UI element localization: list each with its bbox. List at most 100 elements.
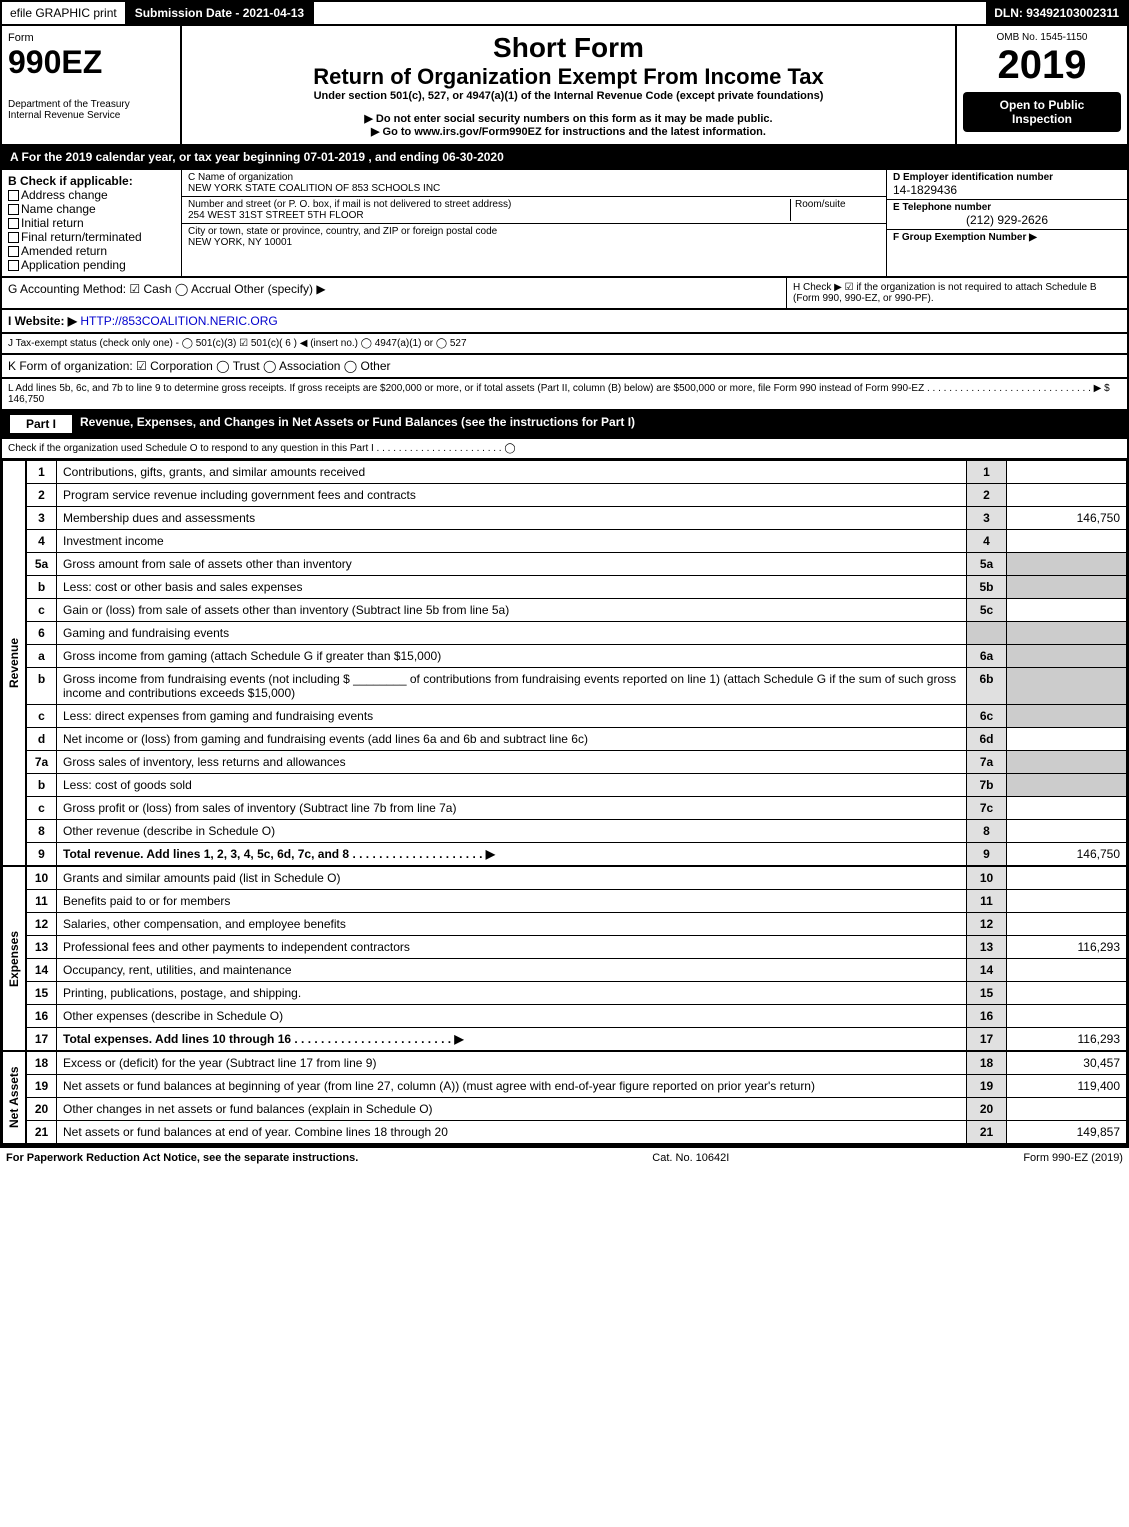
accounting-row: G Accounting Method: ☑ Cash ◯ Accrual Ot… xyxy=(0,278,1129,310)
section-e-label: E Telephone number xyxy=(893,202,1121,213)
footer-left: For Paperwork Reduction Act Notice, see … xyxy=(6,1152,358,1164)
section-d-label: D Employer identification number xyxy=(893,172,1121,183)
org-address: 254 WEST 31ST STREET 5TH FLOOR xyxy=(188,210,790,221)
line-6d: dNet income or (loss) from gaming and fu… xyxy=(27,728,1127,751)
line-i-label: I Website: ▶ xyxy=(8,314,77,328)
line-16: 16Other expenses (describe in Schedule O… xyxy=(27,1005,1127,1028)
gross-receipts-row: L Add lines 5b, 6c, and 7b to line 9 to … xyxy=(0,379,1129,411)
tax-year: 2019 xyxy=(963,43,1121,88)
line-4: 4Investment income4 xyxy=(27,530,1127,553)
part1-check-row: Check if the organization used Schedule … xyxy=(0,439,1129,460)
org-info-block: B Check if applicable: Address change Na… xyxy=(0,170,1129,278)
website-row: I Website: ▶ HTTP://853COALITION.NERIC.O… xyxy=(0,310,1129,334)
website-link[interactable]: HTTP://853COALITION.NERIC.ORG xyxy=(80,314,277,328)
page-footer: For Paperwork Reduction Act Notice, see … xyxy=(0,1146,1129,1168)
line-14: 14Occupancy, rent, utilities, and mainte… xyxy=(27,959,1127,982)
section-f-label: F Group Exemption Number ▶ xyxy=(893,232,1121,243)
footer-right: Form 990-EZ (2019) xyxy=(1023,1152,1123,1164)
line-5b: bLess: cost or other basis and sales exp… xyxy=(27,576,1127,599)
opt-final-return: Final return/terminated xyxy=(21,230,142,244)
addr-label: Number and street (or P. O. box, if mail… xyxy=(188,199,790,210)
netassets-vertical-label: Net Assets xyxy=(2,1051,26,1144)
revenue-table: 1Contributions, gifts, grants, and simil… xyxy=(26,460,1127,866)
line-6a: aGross income from gaming (attach Schedu… xyxy=(27,645,1127,668)
checkbox-name-change[interactable] xyxy=(8,204,19,215)
checkbox-final-return[interactable] xyxy=(8,232,19,243)
line-11: 11Benefits paid to or for members11 xyxy=(27,890,1127,913)
line-h: H Check ▶ ☑ if the organization is not r… xyxy=(787,278,1127,308)
opt-address-change: Address change xyxy=(21,188,108,202)
checkbox-address-change[interactable] xyxy=(8,190,19,201)
line-21: 21Net assets or fund balances at end of … xyxy=(27,1121,1127,1144)
tax-exempt-row: J Tax-exempt status (check only one) - ◯… xyxy=(0,334,1129,355)
line-j: J Tax-exempt status (check only one) - ◯… xyxy=(2,334,1127,353)
footer-mid: Cat. No. 10642I xyxy=(652,1152,729,1164)
expenses-section: Expenses 10Grants and similar amounts pa… xyxy=(0,866,1129,1051)
line-19: 19Net assets or fund balances at beginni… xyxy=(27,1075,1127,1098)
top-bar: efile GRAPHIC print Submission Date - 20… xyxy=(0,0,1129,26)
short-form-title: Short Form xyxy=(188,32,949,64)
line-18: 18Excess or (deficit) for the year (Subt… xyxy=(27,1052,1127,1075)
line-7a: 7aGross sales of inventory, less returns… xyxy=(27,751,1127,774)
opt-initial-return: Initial return xyxy=(21,216,84,230)
subtitle: Under section 501(c), 527, or 4947(a)(1)… xyxy=(188,90,949,102)
line-10: 10Grants and similar amounts paid (list … xyxy=(27,867,1127,890)
part1-header: Part I Revenue, Expenses, and Changes in… xyxy=(0,411,1129,439)
goto-link[interactable]: ▶ Go to www.irs.gov/Form990EZ for instru… xyxy=(188,125,949,138)
opt-application-pending: Application pending xyxy=(21,258,126,272)
form-word: Form xyxy=(8,32,174,44)
line-k: K Form of organization: ☑ Corporation ◯ … xyxy=(2,355,1127,377)
form-header: Form 990EZ Department of the Treasury In… xyxy=(0,26,1129,146)
line-15: 15Printing, publications, postage, and s… xyxy=(27,982,1127,1005)
section-b-label: B Check if applicable: xyxy=(8,174,175,188)
line-6b: bGross income from fundraising events (n… xyxy=(27,668,1127,705)
line-5c: cGain or (loss) from sale of assets othe… xyxy=(27,599,1127,622)
line-7c: cGross profit or (loss) from sales of in… xyxy=(27,797,1127,820)
line-l: L Add lines 5b, 6c, and 7b to line 9 to … xyxy=(2,379,1127,409)
phone: (212) 929-2626 xyxy=(893,213,1121,227)
net-assets-section: Net Assets 18Excess or (deficit) for the… xyxy=(0,1051,1129,1146)
line-5a: 5aGross amount from sale of assets other… xyxy=(27,553,1127,576)
checkbox-initial-return[interactable] xyxy=(8,218,19,229)
submission-date: Submission Date - 2021-04-13 xyxy=(127,2,314,24)
expenses-table: 10Grants and similar amounts paid (list … xyxy=(26,866,1127,1051)
part1-label: Part I xyxy=(10,415,72,433)
line-2: 2Program service revenue including gover… xyxy=(27,484,1127,507)
omb-number: OMB No. 1545-1150 xyxy=(963,32,1121,43)
line-17: 17Total expenses. Add lines 10 through 1… xyxy=(27,1028,1127,1051)
open-public-inspection: Open to Public Inspection xyxy=(963,92,1121,132)
dln: DLN: 93492103002311 xyxy=(986,2,1127,24)
line-6: 6Gaming and fundraising events xyxy=(27,622,1127,645)
line-12: 12Salaries, other compensation, and empl… xyxy=(27,913,1127,936)
revenue-vertical-label: Revenue xyxy=(2,460,26,866)
form-number: 990EZ xyxy=(8,44,174,81)
line-3: 3Membership dues and assessments3146,750 xyxy=(27,507,1127,530)
part1-title: Revenue, Expenses, and Changes in Net As… xyxy=(80,415,635,433)
form-org-row: K Form of organization: ☑ Corporation ◯ … xyxy=(0,355,1129,379)
section-c-label: C Name of organization xyxy=(188,172,880,183)
period-line-a: A For the 2019 calendar year, or tax yea… xyxy=(0,146,1129,170)
opt-name-change: Name change xyxy=(21,202,96,216)
line-20: 20Other changes in net assets or fund ba… xyxy=(27,1098,1127,1121)
org-city: NEW YORK, NY 10001 xyxy=(188,237,880,248)
line-8: 8Other revenue (describe in Schedule O)8 xyxy=(27,820,1127,843)
ein: 14-1829436 xyxy=(893,183,1121,197)
line-13: 13Professional fees and other payments t… xyxy=(27,936,1127,959)
line-7b: bLess: cost of goods sold7b xyxy=(27,774,1127,797)
org-name: NEW YORK STATE COALITION OF 853 SCHOOLS … xyxy=(188,183,880,194)
dept-treasury: Department of the Treasury xyxy=(8,99,174,110)
checkbox-application-pending[interactable] xyxy=(8,260,19,271)
efile-print[interactable]: efile GRAPHIC print xyxy=(2,2,127,24)
line-1: 1Contributions, gifts, grants, and simil… xyxy=(27,461,1127,484)
ssn-warning: ▶ Do not enter social security numbers o… xyxy=(188,112,949,125)
main-title: Return of Organization Exempt From Incom… xyxy=(188,64,949,90)
checkbox-amended-return[interactable] xyxy=(8,246,19,257)
line-6c: cLess: direct expenses from gaming and f… xyxy=(27,705,1127,728)
irs-label: Internal Revenue Service xyxy=(8,110,174,121)
city-label: City or town, state or province, country… xyxy=(188,226,880,237)
room-suite-label: Room/suite xyxy=(790,199,880,221)
line-9: 9Total revenue. Add lines 1, 2, 3, 4, 5c… xyxy=(27,843,1127,866)
expenses-vertical-label: Expenses xyxy=(2,866,26,1051)
net-assets-table: 18Excess or (deficit) for the year (Subt… xyxy=(26,1051,1127,1144)
part1-check: Check if the organization used Schedule … xyxy=(2,439,1127,458)
